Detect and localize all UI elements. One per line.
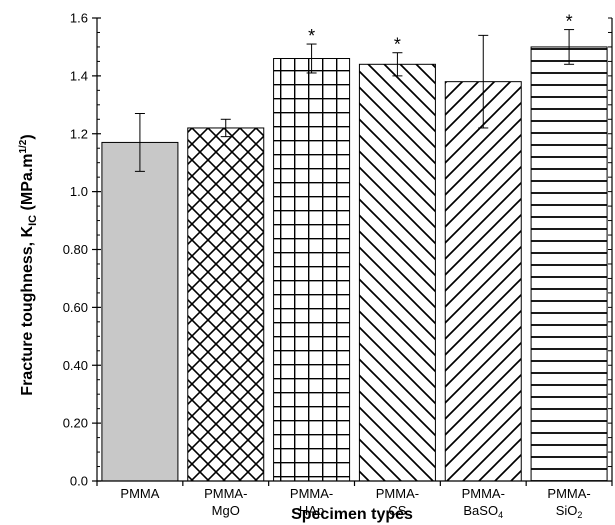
y-axis-title-close: ) (19, 134, 36, 139)
bar (101, 141, 179, 482)
error-bar (392, 52, 403, 77)
y-tick-label: 1.6 (70, 11, 88, 26)
category-label: PMMA- (290, 486, 333, 501)
y-axis-title-unit: (MPa.m (19, 154, 36, 215)
bar (187, 127, 265, 482)
error-bar (478, 34, 489, 129)
category-label-line2: SiO2 (556, 503, 583, 520)
bar (444, 81, 522, 482)
bar (273, 58, 351, 482)
category-label-line2: BaSO4 (463, 503, 503, 520)
bar (358, 63, 436, 482)
y-axis-title: Fracture toughness, KIC (MPa.m1/2) (18, 134, 39, 395)
y-tick-label: 0.40 (63, 358, 88, 373)
significance-marker: * (394, 35, 401, 55)
bars-layer (101, 29, 608, 482)
y-axis-title-sup: 1/2 (18, 139, 29, 153)
axes-layer (92, 17, 613, 486)
x-axis-title: Specimen types (291, 506, 413, 523)
y-tick-label: 0.0 (70, 474, 88, 489)
category-label-line2: CS (388, 503, 406, 518)
y-tick-label: 0.80 (63, 242, 88, 257)
significance-marker: * (308, 26, 315, 46)
y-tick-label: 0.60 (63, 300, 88, 315)
y-tick-label: 1.0 (70, 184, 88, 199)
y-tick-label: 0.20 (63, 416, 88, 431)
category-label-line2: HAp (299, 503, 324, 518)
y-tick-label: 1.4 (70, 68, 88, 83)
category-label: PMMA- (547, 486, 590, 501)
category-label: PMMA- (376, 486, 419, 501)
labels-layer: PMMA PMMA- MgO * PMMA- HAp * PMMA- CS PMMA- BaSO4 *… (63, 11, 591, 521)
significance-marker: * (566, 12, 573, 32)
error-bar (564, 29, 575, 65)
bar (530, 46, 608, 482)
error-bar (134, 112, 145, 172)
category-label: PMMA (120, 486, 159, 501)
error-bar (306, 43, 317, 74)
category-label-line2: MgO (212, 503, 240, 518)
category-label: PMMA- (204, 486, 247, 501)
error-bar (220, 118, 231, 138)
y-axis-title-main: Fracture toughness, K (19, 225, 36, 395)
y-axis-title-sub: IC (27, 215, 39, 226)
y-tick-label: 1.2 (70, 126, 88, 141)
category-label: PMMA- (462, 486, 505, 501)
